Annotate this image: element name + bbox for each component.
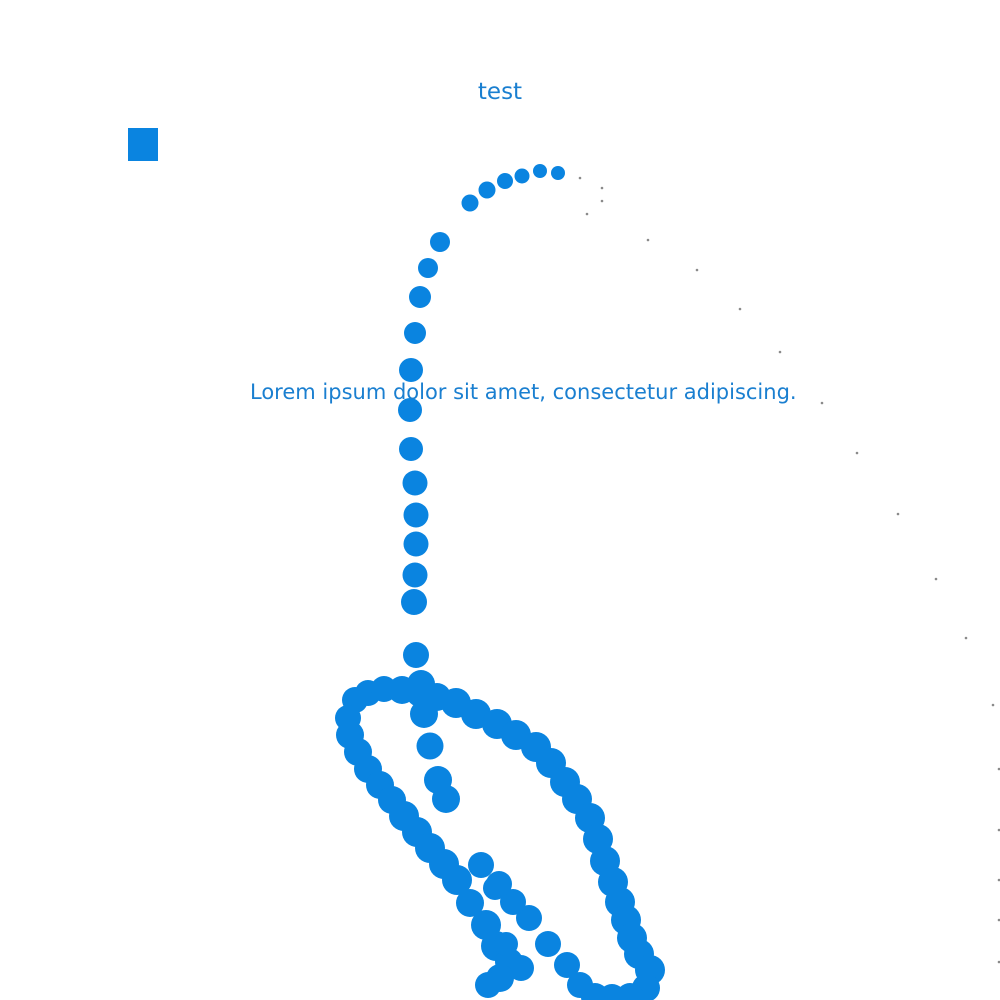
trail-dot bbox=[600, 199, 604, 203]
page-title: test bbox=[477, 79, 523, 105]
brush-dot bbox=[456, 889, 484, 917]
trail-dot bbox=[964, 636, 968, 640]
brush-dot bbox=[432, 785, 460, 813]
trail-dot bbox=[820, 401, 824, 405]
brush-dot bbox=[416, 732, 444, 760]
brush-stroke-dots bbox=[335, 164, 665, 1000]
brush-dot bbox=[468, 852, 494, 878]
brush-dot bbox=[418, 258, 438, 278]
brush-dot bbox=[402, 562, 428, 588]
brush-dot bbox=[398, 398, 422, 422]
trail-dot bbox=[600, 186, 604, 190]
trail-dot bbox=[855, 451, 859, 455]
brush-dot bbox=[475, 972, 501, 998]
brush-dot bbox=[535, 931, 561, 957]
trail-dot bbox=[738, 307, 742, 311]
brush-dot bbox=[478, 181, 496, 199]
brush-dot bbox=[402, 470, 428, 496]
brush-dot bbox=[514, 168, 530, 184]
fine-dot-trail bbox=[578, 176, 1000, 964]
brush-dot bbox=[399, 437, 423, 461]
brush-dot bbox=[430, 232, 450, 252]
brush-dot bbox=[442, 865, 472, 895]
color-swatch[interactable] bbox=[128, 128, 158, 161]
trail-dot bbox=[997, 960, 1000, 964]
trail-dot bbox=[585, 212, 589, 216]
trail-dot bbox=[997, 918, 1000, 922]
brush-dot bbox=[497, 173, 513, 189]
trail-dot bbox=[778, 350, 782, 354]
brush-dot bbox=[403, 502, 429, 528]
brush-dot bbox=[551, 166, 565, 180]
trail-dot bbox=[578, 176, 582, 180]
brush-dot bbox=[399, 358, 423, 382]
brush-dot bbox=[461, 194, 479, 212]
trail-dot bbox=[934, 577, 938, 581]
brush-dot bbox=[403, 531, 429, 557]
brush-dot bbox=[404, 322, 426, 344]
brush-dot bbox=[567, 972, 593, 998]
trail-dot bbox=[997, 878, 1000, 882]
trail-dot bbox=[695, 268, 699, 272]
trail-dot bbox=[896, 512, 900, 516]
trail-dot bbox=[991, 703, 995, 707]
brush-dot bbox=[500, 889, 526, 915]
brush-dot bbox=[533, 164, 547, 178]
brush-dot bbox=[409, 286, 431, 308]
body-text: Lorem ipsum dolor sit amet, consectetur … bbox=[250, 380, 797, 404]
brush-dot bbox=[401, 589, 427, 615]
brush-dot bbox=[508, 955, 534, 981]
trail-dot bbox=[997, 828, 1000, 832]
trail-dot bbox=[997, 767, 1000, 771]
brush-dot bbox=[483, 876, 507, 900]
brush-dot bbox=[494, 932, 518, 956]
brush-dot bbox=[403, 642, 429, 668]
brush-dot bbox=[554, 952, 580, 978]
brush-dot bbox=[516, 905, 542, 931]
trail-dot bbox=[646, 238, 650, 242]
